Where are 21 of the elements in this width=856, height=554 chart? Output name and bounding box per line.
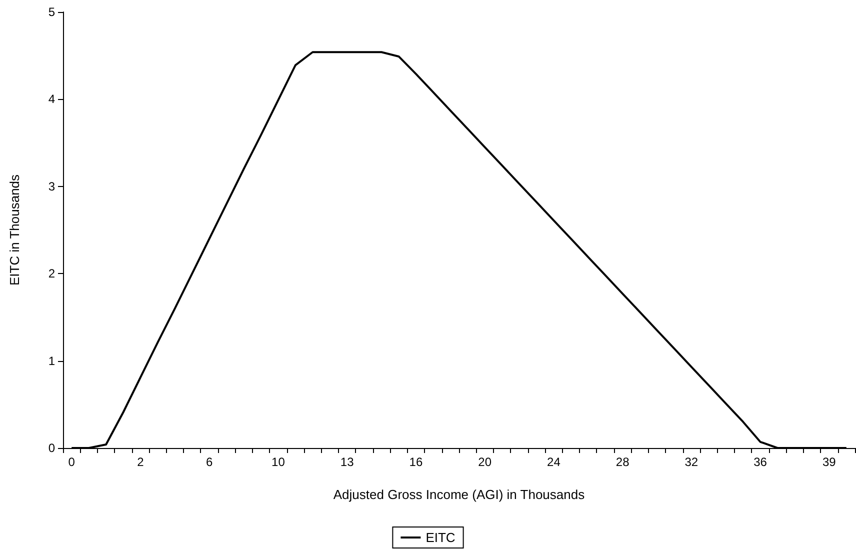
x-tick-label: 0 [68, 455, 76, 469]
x-tick-label: 20 [478, 455, 492, 469]
x-tick-label: 39 [822, 455, 836, 469]
x-tick-label: 16 [409, 455, 423, 469]
y-tick-label: 2 [48, 266, 56, 281]
x-tick-label: 24 [547, 455, 561, 469]
x-tick-label: 32 [684, 455, 698, 469]
x-axis-title: Adjusted Gross Income (AGI) in Thousands [333, 487, 586, 502]
y-tick-label: 0 [48, 441, 56, 455]
legend-label: EITC [426, 530, 456, 545]
y-tick-label: 4 [48, 92, 56, 106]
y-axis-title: EITC in Thousands [7, 174, 22, 286]
y-tick-label: 5 [48, 5, 56, 19]
x-tick-label: 10 [272, 455, 286, 469]
x-tick-label: 36 [754, 455, 768, 469]
x-tick-label: 28 [616, 455, 630, 469]
y-tick-label: 3 [48, 179, 56, 194]
y-tick-label: 1 [48, 354, 56, 368]
x-tick-label: 6 [206, 455, 214, 469]
x-tick-label: 2 [137, 455, 144, 469]
x-tick-label: 13 [340, 455, 354, 469]
